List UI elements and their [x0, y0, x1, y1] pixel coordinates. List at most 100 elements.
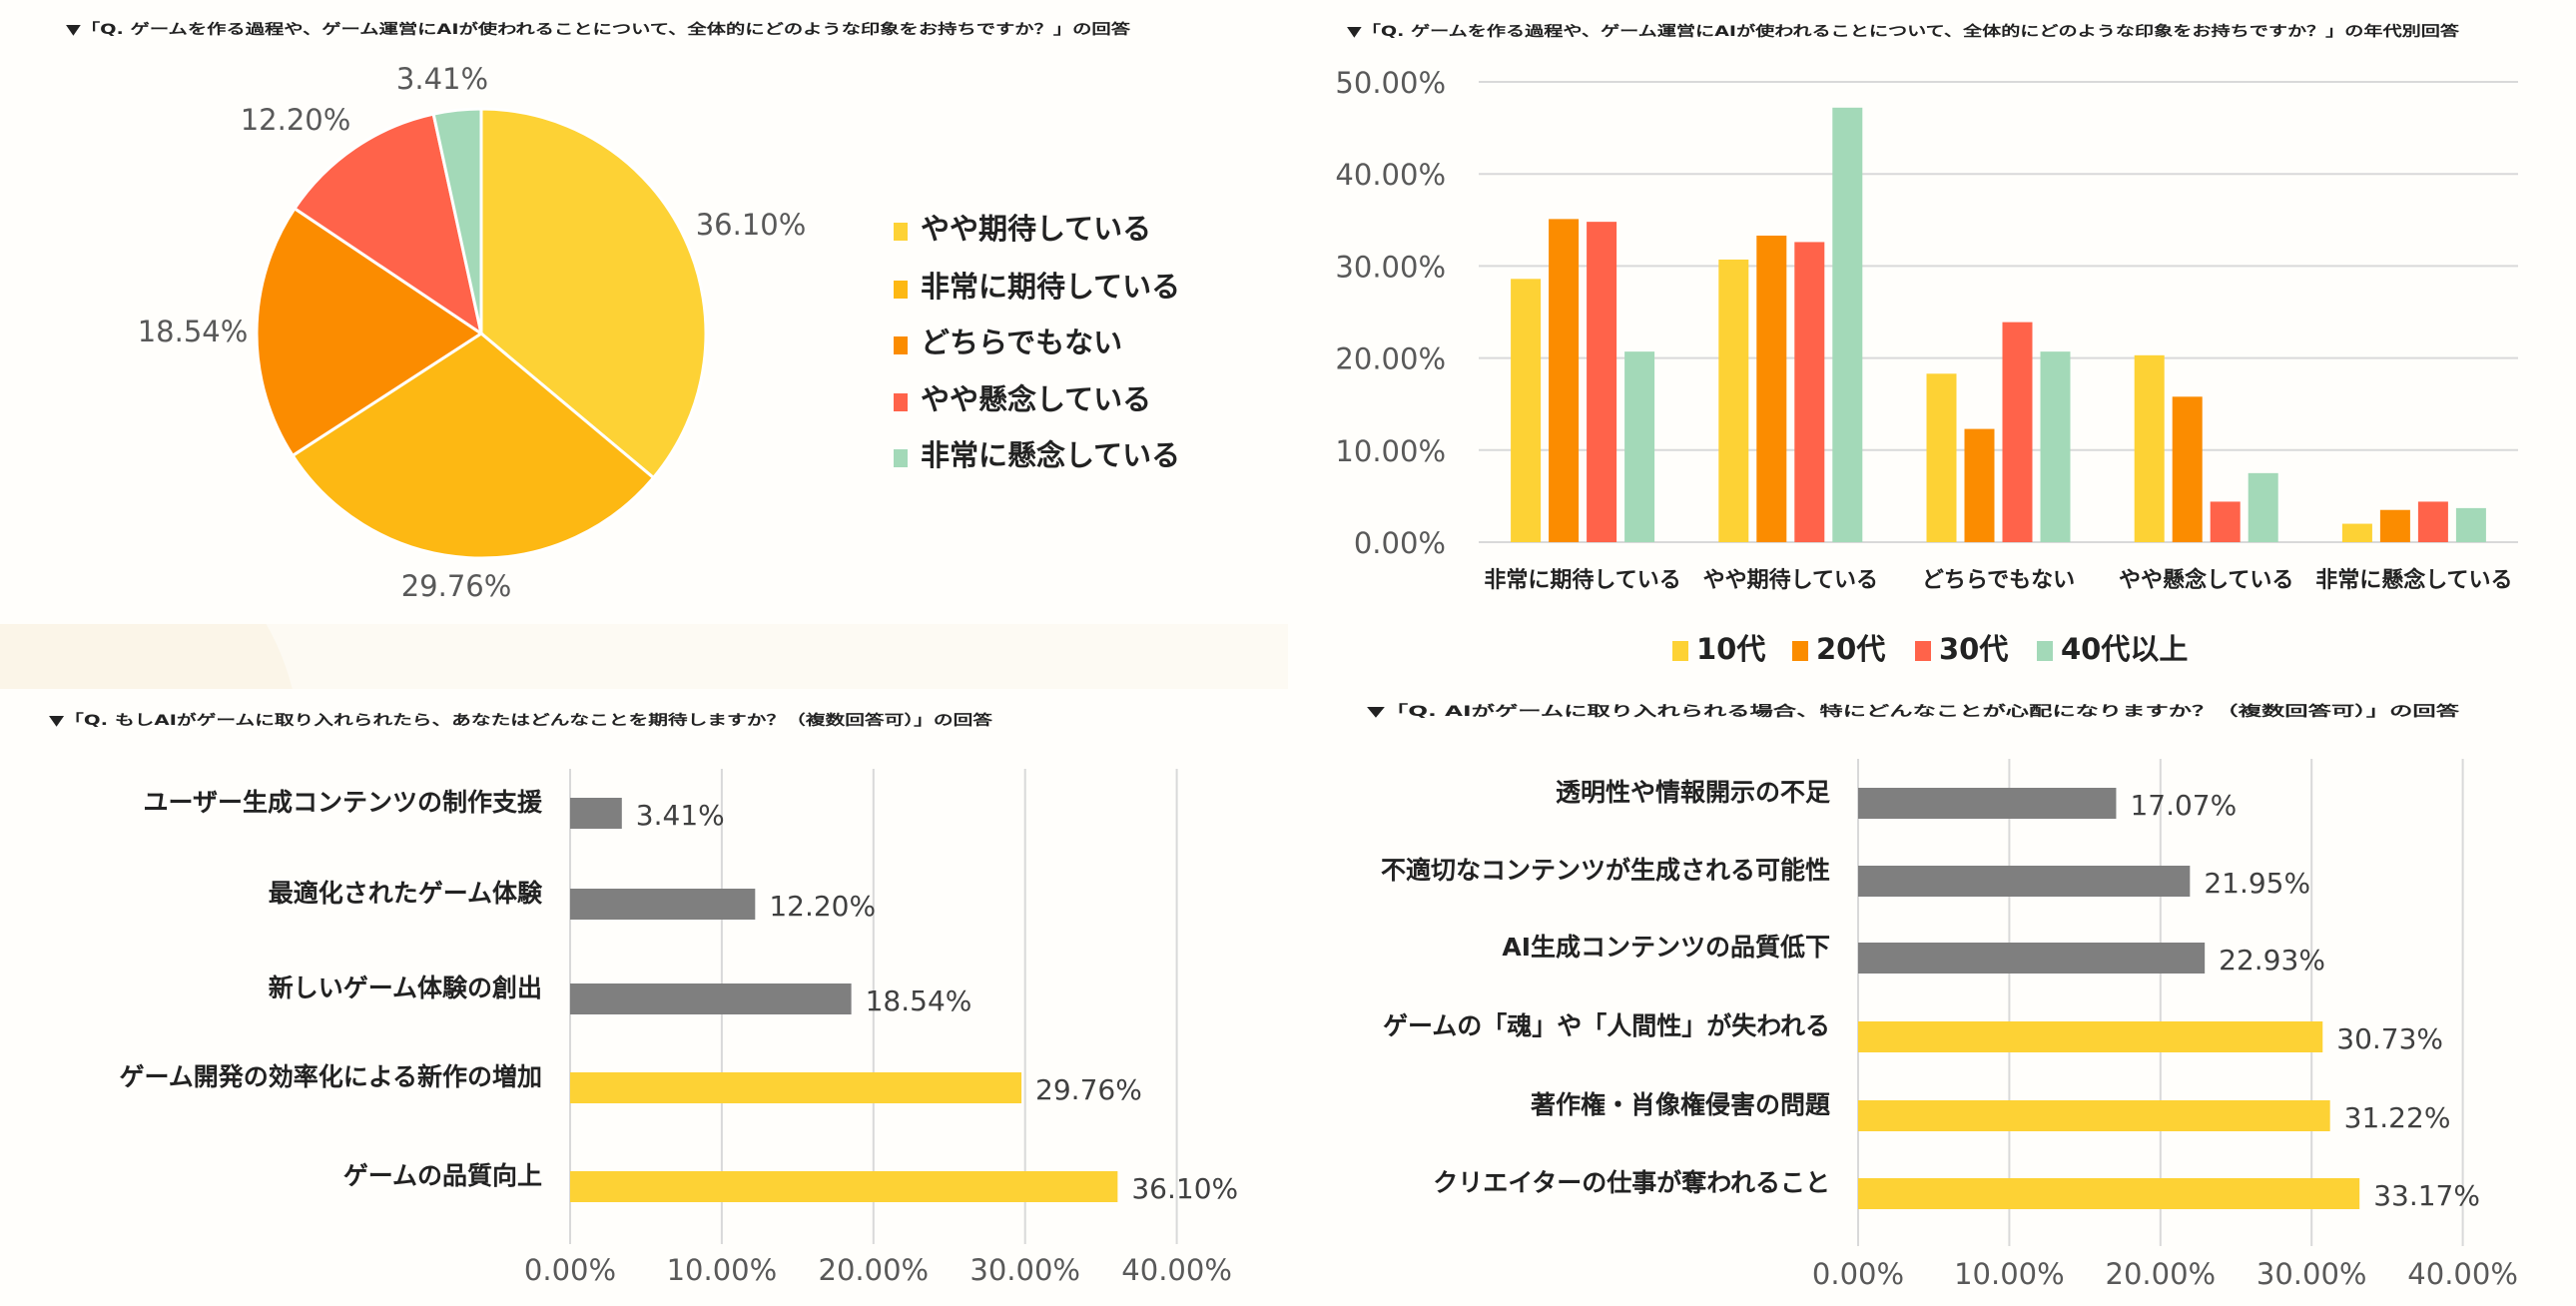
legend-swatch	[1792, 641, 1808, 661]
pie-data-label: 3.41%	[396, 62, 488, 96]
data-label: 3.41%	[636, 799, 725, 832]
bar	[2134, 354, 2165, 542]
legend-label: 非常に期待している	[921, 270, 1180, 304]
x-tick-label: 20.00%	[2106, 1257, 2217, 1291]
bar	[2002, 322, 2033, 542]
data-label: 31.22%	[2344, 1101, 2451, 1134]
data-label: 17.07%	[2130, 789, 2237, 822]
legend-swatch	[894, 449, 908, 467]
pie-slice	[291, 331, 656, 560]
bar	[2417, 501, 2448, 542]
category-label: ゲーム開発の効率化による新作の増加	[119, 1062, 542, 1091]
bar	[2172, 396, 2203, 542]
concerns-panel: ▼「Q. AIがゲームに取り入れられる場合、特にどんなことが心配になりますか？（…	[1288, 689, 2576, 1306]
legend-label: 20代	[1816, 632, 1885, 666]
y-tick-label: 20.00%	[1335, 342, 1446, 376]
legend-label: 10代	[1696, 632, 1765, 666]
expectations-bar-chart: ▼「Q. もしAIがゲームに取り入れられたら、あなたはどんなことを期待しますか？…	[49, 712, 1238, 1287]
data-label: 29.76%	[1035, 1073, 1142, 1106]
data-label: 22.93%	[2219, 944, 2325, 977]
x-tick-label: 0.00%	[1812, 1257, 1904, 1291]
pie-slice	[292, 112, 484, 337]
data-label: 12.20%	[769, 890, 876, 923]
bar	[1794, 242, 1825, 543]
x-tick-label: 非常に懸念している	[2315, 567, 2512, 593]
bar	[2341, 523, 2372, 542]
bar	[1511, 279, 1542, 542]
bar	[2455, 507, 2486, 542]
legend-label: 40代以上	[2061, 632, 2188, 666]
chart-title: ▼「Q. ゲームを作る過程や、ゲーム運営にAIが使われることについて、全体的にど…	[1347, 23, 2460, 40]
y-tick-label: 40.00%	[1335, 158, 1446, 192]
legend-label: どちらでもない	[921, 326, 1122, 359]
bar	[1926, 373, 1957, 542]
bar	[1549, 219, 1580, 543]
grouped-bar-chart: ▼「Q. ゲームを作る過程や、ゲーム運営にAIが使われることについて、全体的にど…	[1335, 23, 2518, 666]
legend-label: 非常に懸念している	[921, 438, 1180, 472]
chart-title: ▼「Q. AIがゲームに取り入れられる場合、特にどんなことが心配になりますか？（…	[1367, 703, 2461, 720]
bar	[1858, 1021, 2323, 1052]
x-tick-label: 非常に期待している	[1484, 567, 1680, 593]
bar	[570, 983, 852, 1014]
bar	[1858, 1178, 2360, 1209]
bar	[2210, 501, 2241, 542]
concerns-bar-chart: ▼「Q. AIがゲームに取り入れられる場合、特にどんなことが心配になりますか？（…	[1367, 703, 2518, 1291]
x-tick-label: 30.00%	[969, 1253, 1080, 1287]
category-label: ゲームの「魂」や「人間性」が失われる	[1383, 1011, 1830, 1040]
x-tick-label: 40.00%	[1121, 1253, 1232, 1287]
expectations-panel: ▼「Q. もしAIがゲームに取り入れられたら、あなたはどんなことを期待しますか？…	[0, 689, 1288, 1306]
category-label: ユーザー生成コンテンツの制作支援	[143, 788, 543, 817]
category-label: クリエイターの仕事が奪われること	[1433, 1168, 1830, 1197]
pie-data-label: 18.54%	[138, 315, 249, 348]
legend-swatch	[894, 281, 908, 299]
category-label: AI生成コンテンツの品質低下	[1502, 933, 1830, 962]
legend-swatch	[1915, 641, 1931, 661]
legend-swatch	[2037, 641, 2053, 661]
bar	[1858, 1100, 2330, 1131]
x-tick-label: 10.00%	[1954, 1257, 2065, 1291]
pie-slice	[255, 206, 484, 458]
bar	[2040, 351, 2071, 542]
legend-label: やや期待している	[921, 212, 1151, 246]
category-label: 不適切なコンテンツが生成される可能性	[1381, 856, 1830, 885]
category-label: ゲームの品質向上	[343, 1161, 542, 1190]
legend-swatch	[894, 336, 908, 354]
pie-data-label: 12.20%	[241, 103, 351, 137]
data-label: 33.17%	[2373, 1179, 2480, 1212]
x-tick-label: どちらでもない	[1922, 568, 2075, 593]
bar	[2248, 472, 2278, 542]
x-tick-label: やや懸念している	[2119, 567, 2293, 593]
bar	[1718, 259, 1749, 542]
legend-swatch	[894, 393, 908, 411]
pie-panel: ▼「Q. ゲームを作る過程や、ゲーム運営にAIが使われることについて、全体的にど…	[0, 0, 1288, 624]
chart-title: ▼「Q. もしAIがゲームに取り入れられたら、あなたはどんなことを期待しますか？…	[49, 712, 993, 729]
pie-slice	[479, 107, 708, 480]
chart-title: ▼「Q. ゲームを作る過程や、ゲーム運営にAIが使われることについて、全体的にど…	[66, 21, 1131, 38]
x-tick-label: 40.00%	[2407, 1257, 2518, 1291]
legend-label: 30代	[1939, 632, 2008, 666]
bar	[570, 798, 622, 829]
data-label: 21.95%	[2204, 867, 2310, 900]
bar	[1858, 788, 2117, 819]
y-tick-label: 10.00%	[1335, 434, 1446, 468]
x-tick-label: 30.00%	[2256, 1257, 2367, 1291]
category-label: 透明性や情報開示の不足	[1556, 778, 1830, 807]
bar	[1832, 107, 1863, 542]
category-label: 新しいゲーム体験の創出	[269, 974, 542, 1002]
y-tick-label: 0.00%	[1354, 526, 1446, 560]
x-tick-label: 0.00%	[524, 1253, 616, 1287]
y-tick-label: 50.00%	[1335, 66, 1446, 100]
x-tick-label: 10.00%	[667, 1253, 778, 1287]
bar	[1858, 866, 2191, 897]
bar	[570, 1171, 1118, 1202]
x-tick-label: 20.00%	[819, 1253, 930, 1287]
category-label: 著作権・肖像権侵害の問題	[1531, 1090, 1831, 1119]
x-tick-label: やや期待している	[1703, 567, 1878, 593]
pie-data-label: 29.76%	[401, 569, 512, 603]
bar	[2379, 509, 2410, 542]
pie-data-label: 36.10%	[696, 208, 807, 242]
data-label: 36.10%	[1131, 1172, 1238, 1205]
bar	[570, 1072, 1022, 1103]
bar	[1756, 235, 1787, 542]
pie-chart: ▼「Q. ゲームを作る過程や、ゲーム運営にAIが使われることについて、全体的にど…	[66, 21, 1180, 603]
